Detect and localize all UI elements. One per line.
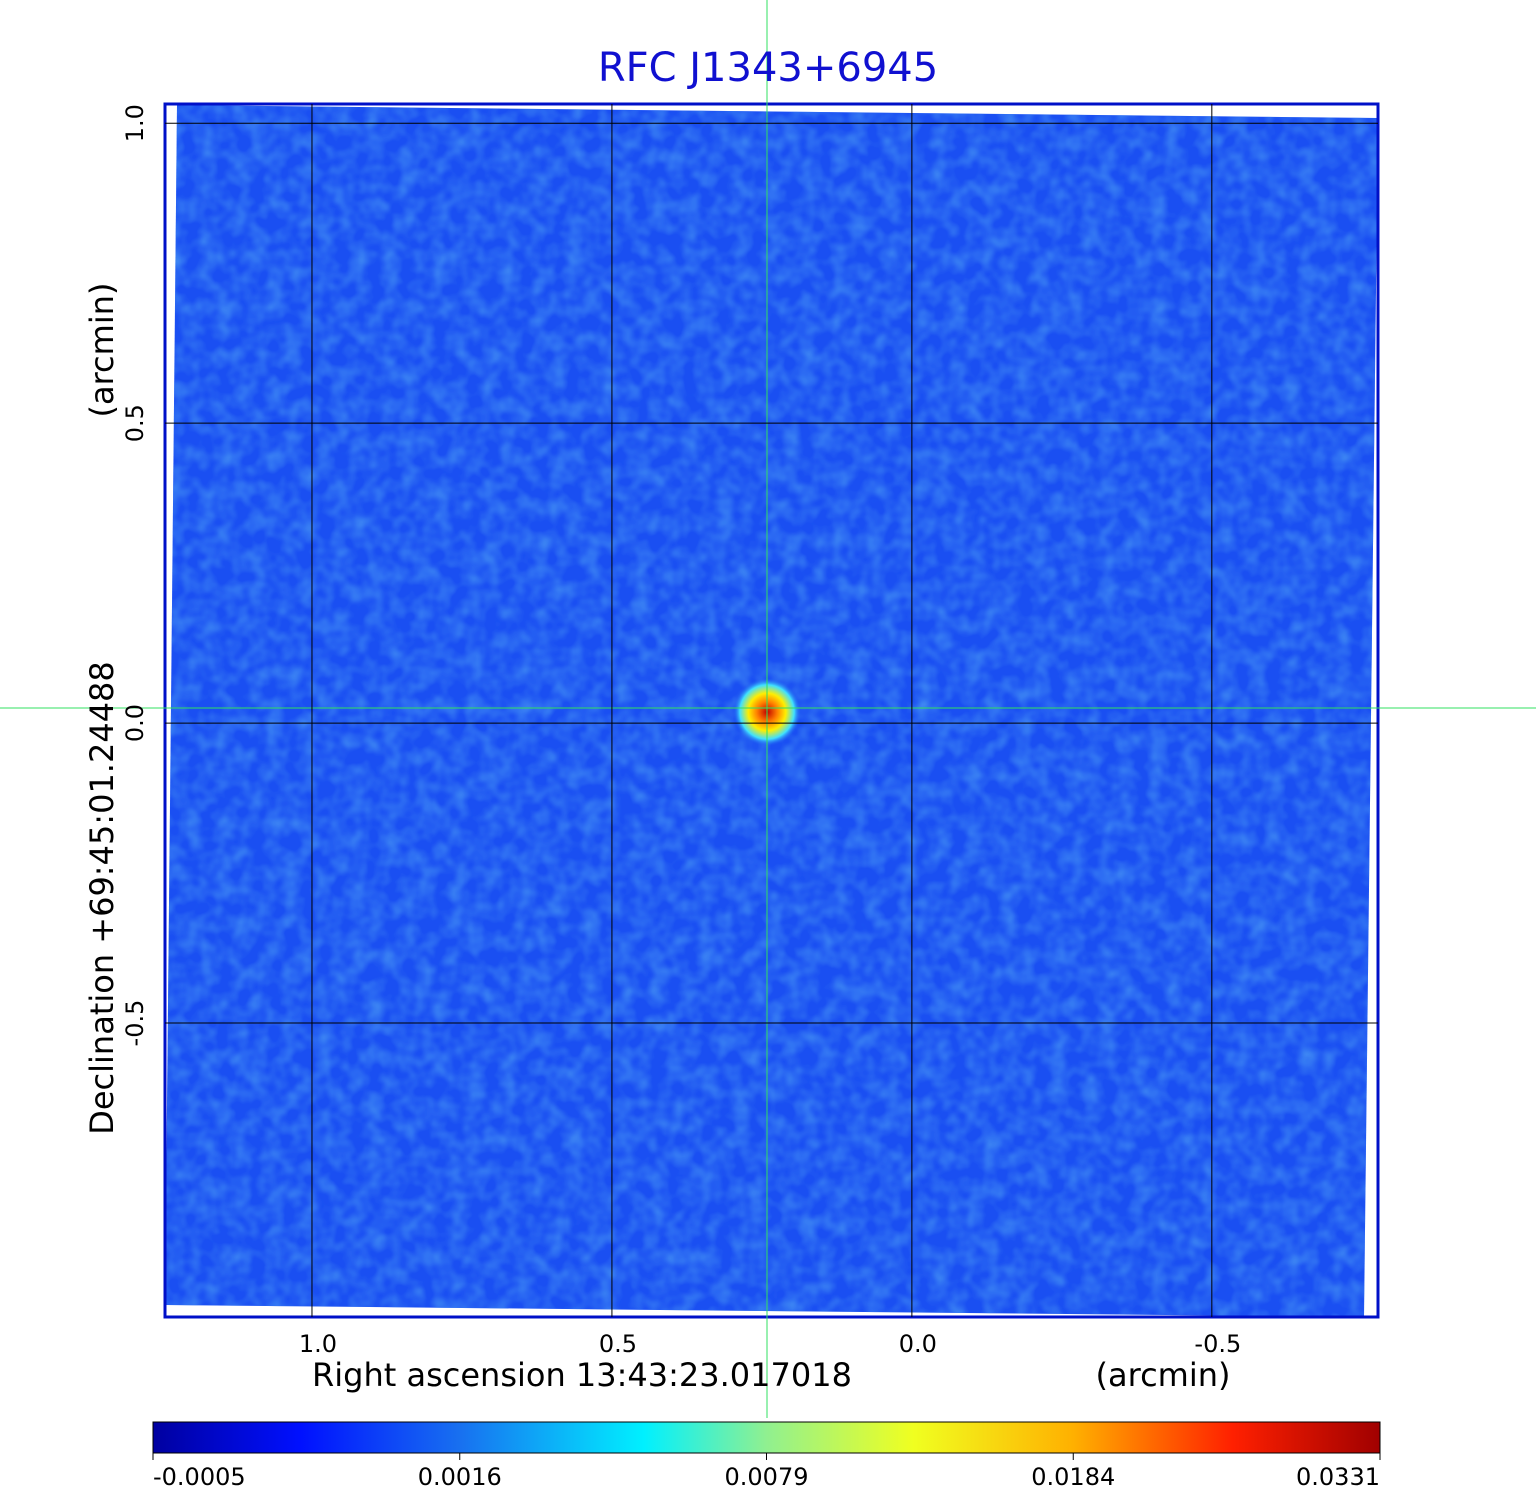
x-tick-label: 1.0 [299,1330,337,1358]
plot [163,102,1380,1319]
x-axis-label: Right ascension 13:43:23.017018 [312,1356,852,1394]
frame [163,102,1380,1319]
x-tick-label: 0.0 [899,1330,937,1358]
colorbar-tick-label: -0.0005 [153,1463,246,1491]
colorbar-tick-label: 0.0184 [1031,1463,1115,1491]
y-tick-label: 0.5 [121,404,149,442]
colorbar-tick-label: 0.0016 [418,1463,502,1491]
colorbar-tick-label: 0.0331 [1296,1463,1380,1491]
title: RFC J1343+6945 [598,45,938,91]
y-axis-unit: (arcmin) [83,283,121,418]
colorbar [152,1421,1381,1454]
colorbar-tick-label: 0.0079 [725,1463,809,1491]
x-axis-unit: (arcmin) [1096,1356,1231,1394]
y-tick-label: 0.0 [121,704,149,742]
x-tick-label: -0.5 [1194,1330,1241,1358]
x-tick-label: 0.5 [599,1330,637,1358]
y-tick-label: 1.0 [121,104,149,142]
y-axis-label: Declination +69:45:01.24488 [83,661,121,1135]
y-tick-label: -0.5 [121,1000,149,1047]
